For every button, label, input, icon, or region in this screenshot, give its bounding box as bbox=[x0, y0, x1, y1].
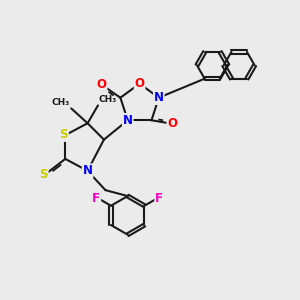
Text: N: N bbox=[154, 91, 164, 104]
Text: O: O bbox=[97, 78, 107, 92]
Text: S: S bbox=[39, 168, 48, 181]
Text: N: N bbox=[82, 164, 93, 177]
Text: N: N bbox=[123, 114, 133, 127]
Text: CH₃: CH₃ bbox=[52, 98, 70, 106]
Text: S: S bbox=[60, 128, 68, 141]
Text: O: O bbox=[167, 117, 177, 130]
Text: F: F bbox=[92, 192, 100, 206]
Text: F: F bbox=[155, 192, 163, 206]
Text: O: O bbox=[135, 77, 145, 90]
Text: CH₃: CH₃ bbox=[99, 94, 117, 103]
